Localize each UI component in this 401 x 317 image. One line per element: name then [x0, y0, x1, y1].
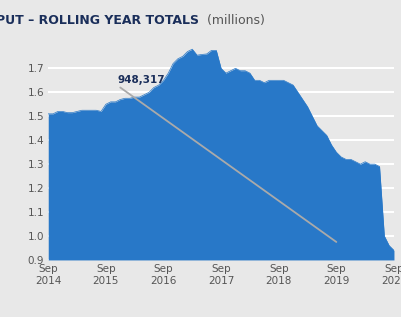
- Text: (millions): (millions): [203, 14, 264, 28]
- Text: CAR OUTPUT – ROLLING YEAR TOTALS: CAR OUTPUT – ROLLING YEAR TOTALS: [0, 14, 198, 28]
- Text: 948,317: 948,317: [117, 75, 165, 85]
